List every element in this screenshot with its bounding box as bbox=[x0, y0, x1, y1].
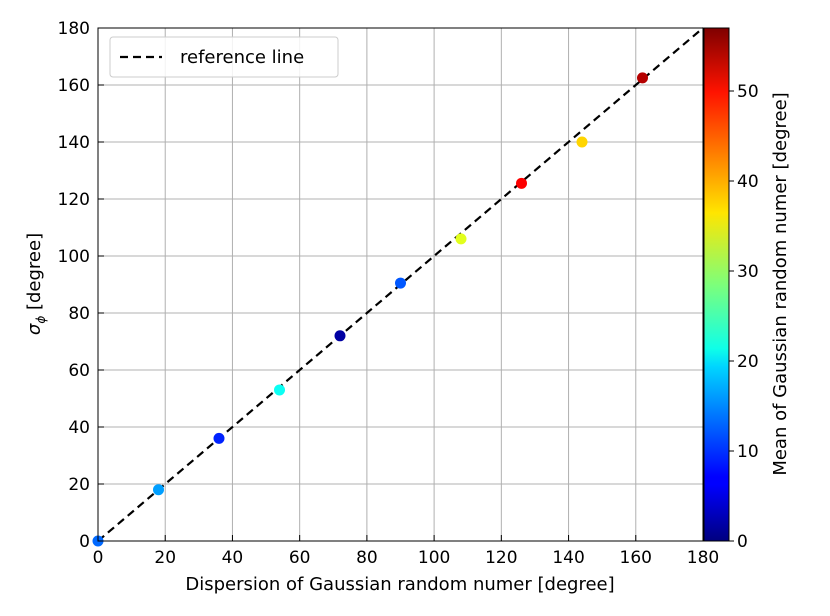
x-tick-label: 160 bbox=[620, 548, 652, 568]
y-tick-label: 120 bbox=[58, 190, 90, 210]
plot-frame bbox=[97, 27, 704, 542]
x-axis-ticks: 0 20 40 60 80 100 120 140 160 180 bbox=[93, 535, 719, 568]
colorbar-ticks: 0 10 20 30 40 50 bbox=[729, 82, 759, 552]
legend-box bbox=[109, 36, 339, 78]
x-tick-label: 80 bbox=[356, 548, 378, 568]
scatter-point bbox=[213, 432, 225, 444]
y-tick-label: 180 bbox=[58, 19, 90, 39]
y-tick-label: 140 bbox=[58, 133, 90, 153]
x-tick-label: 180 bbox=[687, 548, 719, 568]
x-tick-label: 40 bbox=[222, 548, 244, 568]
colorbar-tick-label: 10 bbox=[737, 442, 759, 462]
scatter-point bbox=[274, 384, 285, 396]
scatter-point bbox=[395, 277, 406, 289]
y-tick-label: 60 bbox=[68, 361, 90, 381]
colorbar-tick-label: 30 bbox=[737, 262, 759, 282]
y-axis-label: σϕ [degree] bbox=[24, 233, 48, 335]
x-tick-label: 120 bbox=[485, 548, 517, 568]
colorbar-tick-label: 20 bbox=[737, 352, 759, 372]
y-axis-ticks: 0 20 40 60 80 100 120 140 160 180 bbox=[58, 19, 104, 552]
x-axis-label: Dispersion of Gaussian random numer [deg… bbox=[185, 574, 614, 595]
y-tick-label: 80 bbox=[68, 304, 90, 324]
scatter-point bbox=[516, 177, 527, 189]
x-tick-label: 140 bbox=[552, 548, 584, 568]
scatter-point bbox=[153, 484, 164, 496]
scatter-point bbox=[637, 72, 648, 84]
colorbar-tick-label: 50 bbox=[737, 82, 759, 102]
colorbar-tick-label: 0 bbox=[737, 532, 748, 552]
y-tick-label: 20 bbox=[68, 475, 90, 495]
legend: reference line bbox=[109, 36, 339, 78]
x-tick-label: 20 bbox=[154, 548, 176, 568]
legend-label: reference line bbox=[180, 47, 304, 68]
y-tick-label: 160 bbox=[58, 76, 90, 96]
scatter-point bbox=[334, 330, 346, 342]
colorbar bbox=[703, 27, 730, 542]
colorbar-label: Mean of Gaussian random numer [degree] bbox=[770, 92, 791, 475]
colorbar-tick-label: 40 bbox=[737, 172, 759, 192]
x-tick-label: 0 bbox=[93, 548, 104, 568]
scatter-point bbox=[576, 136, 588, 148]
x-tick-label: 100 bbox=[418, 548, 450, 568]
y-tick-label: 100 bbox=[58, 247, 90, 267]
y-tick-label: 40 bbox=[68, 418, 90, 438]
y-tick-label: 0 bbox=[79, 532, 90, 552]
scatter-point bbox=[455, 233, 467, 245]
x-tick-label: 60 bbox=[289, 548, 311, 568]
data-points bbox=[92, 72, 648, 547]
